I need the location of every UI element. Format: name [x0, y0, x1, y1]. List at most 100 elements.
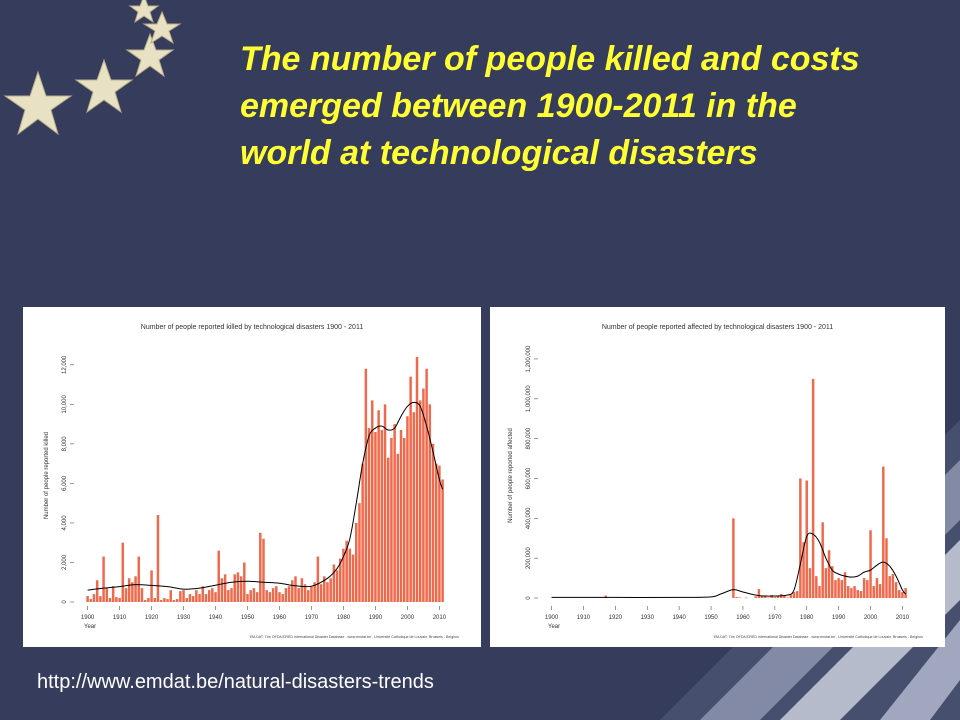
bar — [361, 463, 364, 602]
bar — [818, 586, 821, 599]
x-tick-label: 1950 — [241, 615, 255, 621]
x-tick-label: 1940 — [672, 615, 686, 621]
bar — [294, 576, 297, 602]
bar — [99, 596, 102, 602]
trend-line — [87, 401, 444, 591]
bar — [111, 586, 115, 602]
y-axis-label: Number of people reported affected — [508, 428, 514, 523]
bar — [888, 576, 891, 599]
bar — [428, 404, 432, 602]
bar — [345, 540, 348, 602]
bar — [434, 463, 438, 602]
bar — [383, 404, 387, 602]
bar — [843, 572, 847, 599]
bar — [201, 586, 204, 602]
x-axis-label: Year — [548, 624, 560, 630]
bar — [150, 570, 153, 602]
killed-chart-panel: Number of people reported killed by tech… — [23, 307, 481, 647]
bar — [604, 595, 608, 599]
bar — [393, 424, 396, 602]
bar — [418, 400, 422, 602]
bar — [252, 588, 256, 602]
bar — [102, 556, 105, 602]
x-tick-label: 2010 — [433, 615, 447, 621]
x-tick-label: 1960 — [273, 615, 287, 621]
bar — [824, 568, 828, 599]
bar — [348, 548, 352, 602]
bar — [773, 597, 777, 599]
y-tick-label: 1,000,000 — [526, 385, 532, 412]
bar — [431, 443, 435, 602]
bar — [211, 588, 214, 602]
bar — [198, 594, 201, 602]
bar — [891, 574, 895, 599]
bar — [214, 592, 217, 602]
bar — [744, 597, 748, 599]
bar — [153, 598, 157, 602]
bar — [859, 591, 863, 599]
bar — [441, 479, 444, 602]
bar — [425, 368, 428, 602]
y-tick-label: 0 — [526, 596, 532, 600]
bar — [875, 578, 879, 599]
bar — [846, 586, 850, 599]
bar — [185, 598, 188, 602]
bar — [131, 582, 134, 602]
bar — [332, 564, 336, 602]
x-tick-label: 1930 — [641, 615, 655, 621]
bar — [291, 580, 294, 602]
y-tick-label: 400,000 — [526, 507, 532, 529]
bar — [840, 580, 844, 599]
bar — [792, 592, 796, 599]
bar — [255, 592, 259, 602]
x-tick-label: 1940 — [209, 615, 223, 621]
y-tick-label: 2,000 — [62, 554, 68, 570]
source-url[interactable]: http://www.emdat.be/natural-disasters-tr… — [37, 671, 434, 693]
bar — [147, 598, 150, 602]
bar — [182, 590, 185, 602]
bar — [284, 588, 288, 602]
x-tick-label: 1990 — [832, 615, 846, 621]
bar — [399, 430, 403, 602]
bar — [134, 576, 137, 602]
bar — [738, 597, 742, 599]
bar — [757, 589, 761, 599]
bar — [764, 595, 767, 599]
bar — [878, 584, 882, 599]
y-tick-label: 1,200,000 — [526, 345, 532, 372]
x-tick-label: 1970 — [768, 615, 782, 621]
bar — [115, 597, 118, 602]
bar — [732, 518, 735, 599]
x-tick-label: 1980 — [800, 615, 814, 621]
bar — [262, 538, 265, 602]
bar — [121, 542, 125, 602]
bar — [872, 586, 875, 599]
bar — [370, 400, 374, 602]
bar — [374, 432, 377, 602]
x-tick-label: 2000 — [401, 615, 415, 621]
bar — [191, 596, 195, 602]
bar — [831, 566, 834, 599]
affected-chart: Number of people reported affected by te… — [508, 324, 923, 639]
x-tick-label: 1950 — [704, 615, 718, 621]
y-tick-label: 12,000 — [62, 355, 68, 374]
bar — [386, 457, 390, 602]
bar — [415, 356, 419, 602]
x-tick-label: 1990 — [369, 615, 383, 621]
bar — [805, 480, 808, 599]
x-tick-label: 2010 — [896, 615, 910, 621]
bar — [307, 590, 310, 602]
bar — [850, 588, 853, 599]
bar — [249, 590, 252, 602]
bar — [271, 588, 275, 602]
y-tick-label: 4,000 — [62, 515, 68, 531]
bar — [127, 578, 131, 602]
bar — [894, 582, 898, 599]
x-tick-label: 1960 — [736, 615, 750, 621]
bar — [227, 590, 230, 602]
bar — [735, 597, 738, 599]
bar — [169, 590, 172, 602]
bar — [223, 574, 227, 602]
y-axis-label: Number of people reported killed — [44, 432, 50, 519]
bar — [319, 584, 323, 602]
